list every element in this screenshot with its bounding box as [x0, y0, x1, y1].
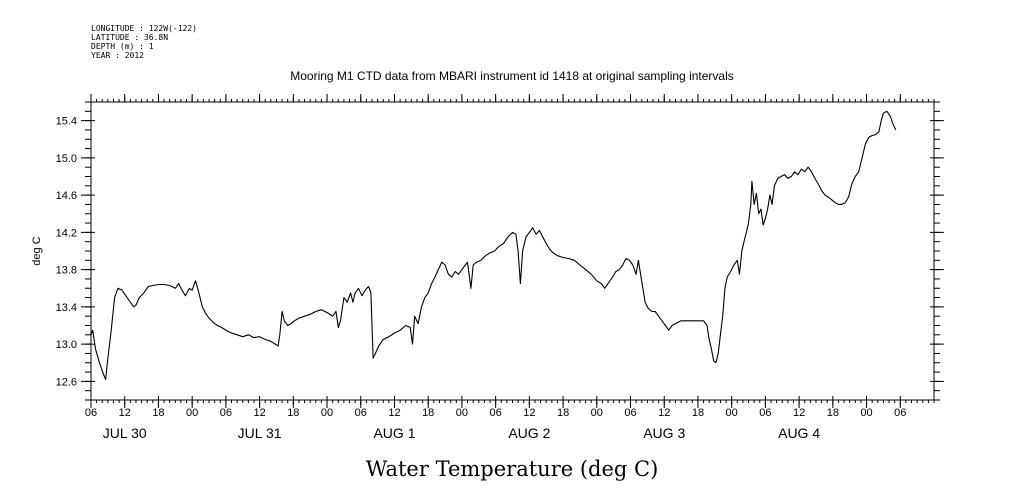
day-label: JUL 31	[238, 425, 282, 441]
x-tick-label: 06	[85, 407, 97, 419]
latitude-text: LATITUDE : 36.8N	[91, 33, 168, 42]
x-axis-label: Water Temperature (deg C)	[366, 457, 659, 481]
y-tick-label: 13.4	[56, 302, 77, 314]
series-layer	[90, 110, 897, 381]
x-tick-label: 06	[624, 407, 636, 419]
longitude-text: LONGITUDE : 122W(-122)	[91, 24, 197, 33]
x-tick-label: 18	[692, 407, 704, 419]
plot-frame	[90, 101, 935, 401]
x-tick-label: 00	[456, 407, 468, 419]
day-label: AUG 3	[643, 425, 685, 441]
y-axis-label: deg C	[31, 236, 43, 265]
x-tick-label: 06	[490, 407, 502, 419]
x-tick-label: 18	[422, 407, 434, 419]
x-tick-label: 18	[557, 407, 569, 419]
x-tick-label: 06	[355, 407, 367, 419]
x-tick-label: 12	[658, 407, 670, 419]
chart-title: Mooring M1 CTD data from MBARI instrumen…	[290, 69, 734, 83]
x-tick-label: 06	[220, 407, 232, 419]
temperature-line	[90, 110, 897, 381]
x-tick-label: 00	[860, 407, 872, 419]
x-tick-label: 00	[186, 407, 198, 419]
x-tick-label: 18	[287, 407, 299, 419]
x-tick-label: 18	[827, 407, 839, 419]
y-tick-label: 13.8	[56, 265, 77, 277]
y-tick-label: 14.6	[56, 190, 77, 202]
x-tick-label: 00	[321, 407, 333, 419]
x-tick-label: 06	[759, 407, 771, 419]
axes-layer: 06 12 18 00 06 12 18 00 06 12 18 00 06 12 18 00 06 12 18 00…	[56, 94, 944, 441]
day-label: AUG 4	[778, 425, 820, 441]
y-tick-label: 15.4	[56, 116, 77, 128]
day-label: AUG 2	[508, 425, 550, 441]
x-tick-label: 12	[793, 407, 805, 419]
y-tick-label: 13.0	[56, 339, 77, 351]
x-tick-label: 12	[119, 407, 131, 419]
x-tick-label: 00	[591, 407, 603, 419]
x-tick-label: 00	[726, 407, 738, 419]
x-tick-label: 12	[388, 407, 400, 419]
x-tick-label: 12	[253, 407, 265, 419]
x-tick-label: 06	[894, 407, 906, 419]
y-tick-label: 15.0	[56, 153, 77, 165]
x-tick-label: 18	[152, 407, 164, 419]
y-tick-label: 14.2	[56, 227, 77, 239]
day-label: JUL 30	[103, 425, 147, 441]
depth-text: DEPTH (m) : 1	[91, 42, 154, 51]
day-label: AUG 1	[373, 425, 415, 441]
year-text: YEAR : 2012	[91, 51, 144, 60]
x-tick-label: 12	[523, 407, 535, 419]
y-tick-label: 12.6	[56, 376, 77, 388]
